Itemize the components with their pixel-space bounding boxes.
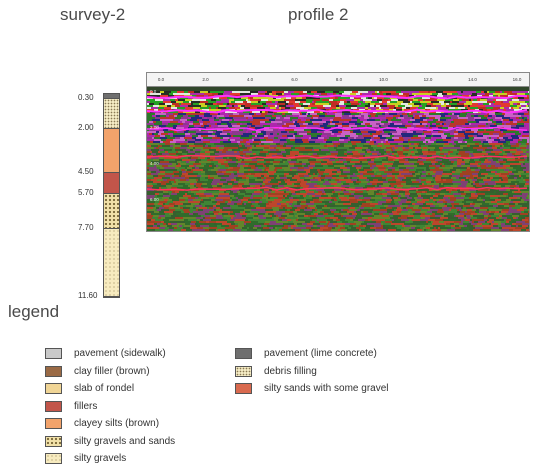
legend-label: pavement (sidewalk) <box>74 348 166 359</box>
legend-swatch <box>45 383 62 394</box>
legend-swatch <box>45 348 62 359</box>
legend-label: slab of rondel <box>74 383 135 394</box>
legend-item: clayey silts (brown) <box>45 417 159 430</box>
borehole-column <box>103 93 120 298</box>
depth-label: 5.70 <box>78 187 94 197</box>
gpr-radargram: 0.0 2.0 4.0 6.0 8.0 10.0 12.0 14.0 16.0 0.0 2.00 4.… <box>146 72 530 232</box>
profile-title: profile 2 <box>288 5 349 24</box>
legend-label: silty gravels <box>74 453 127 464</box>
column-layer <box>104 193 119 229</box>
radargram-x-tick: 6.0 <box>291 77 298 82</box>
legend-label: silty sands with some gravel <box>264 383 389 394</box>
legend-item: clay filler (brown) <box>45 365 150 378</box>
radargram-x-tick: 14.0 <box>468 77 477 82</box>
column-layer <box>104 129 119 173</box>
radargram-x-tick: 4.0 <box>247 77 254 82</box>
depth-label: 7.70 <box>78 222 94 232</box>
legend-label: fillers <box>74 400 98 412</box>
legend-swatch <box>45 365 62 377</box>
radargram-y-tick: 0.0 <box>150 89 157 94</box>
radargram-x-tick: 2.0 <box>202 77 209 82</box>
legend-label: debris filling <box>264 365 317 377</box>
column-layer <box>104 228 119 297</box>
legend-swatch <box>235 365 252 377</box>
legend-item: fillers <box>45 400 97 413</box>
legend-item: debris filling <box>235 365 317 378</box>
legend-swatch <box>45 453 62 464</box>
legend-item: pavement (lime concrete) <box>235 347 377 360</box>
depth-label: 4.50 <box>78 166 94 176</box>
radargram-image: 0.0 2.0 4.0 6.0 8.0 10.0 12.0 14.0 16.0 0.0 2.00 4.… <box>147 73 529 231</box>
legend-item: silty gravels and sands <box>45 435 175 448</box>
legend-swatch <box>45 400 62 412</box>
legend-swatch <box>235 348 252 359</box>
depth-label: 2.00 <box>78 123 94 132</box>
legend-item: silty sands with some gravel <box>235 382 389 395</box>
legend-label: clayey silts (brown) <box>74 418 160 429</box>
legend-item: silty gravels <box>45 452 126 465</box>
radargram-x-tick: 10.0 <box>379 77 388 82</box>
radargram-x-tick: 8.0 <box>336 77 343 82</box>
legend-label: clay filler (brown) <box>74 365 150 377</box>
depth-label: 0.30 <box>78 93 94 103</box>
radargram-x-tick: 12.0 <box>424 77 433 82</box>
legend-label: pavement (lime concrete) <box>264 348 377 359</box>
legend-swatch <box>45 435 62 447</box>
depth-label: 11.60 <box>78 291 98 300</box>
legend-heading: legend <box>8 302 60 321</box>
legend-item: pavement (sidewalk) <box>45 347 166 360</box>
column-layer <box>104 172 119 194</box>
survey-title: survey-2 <box>60 5 126 24</box>
radargram-x-tick: 0.0 <box>158 77 165 82</box>
legend-item: slab of rondel <box>45 382 134 395</box>
column-layer <box>104 94 119 100</box>
radargram-y-tick: 4.00 <box>150 161 159 166</box>
radargram-y-tick: 2.00 <box>150 125 159 130</box>
radargram-y-tick: 6.00 <box>150 197 159 202</box>
legend-swatch <box>235 383 252 394</box>
column-layer <box>104 99 119 129</box>
legend-label: silty gravels and sands <box>74 435 176 447</box>
legend-swatch <box>45 418 62 429</box>
radargram-x-tick: 16.0 <box>513 77 522 82</box>
